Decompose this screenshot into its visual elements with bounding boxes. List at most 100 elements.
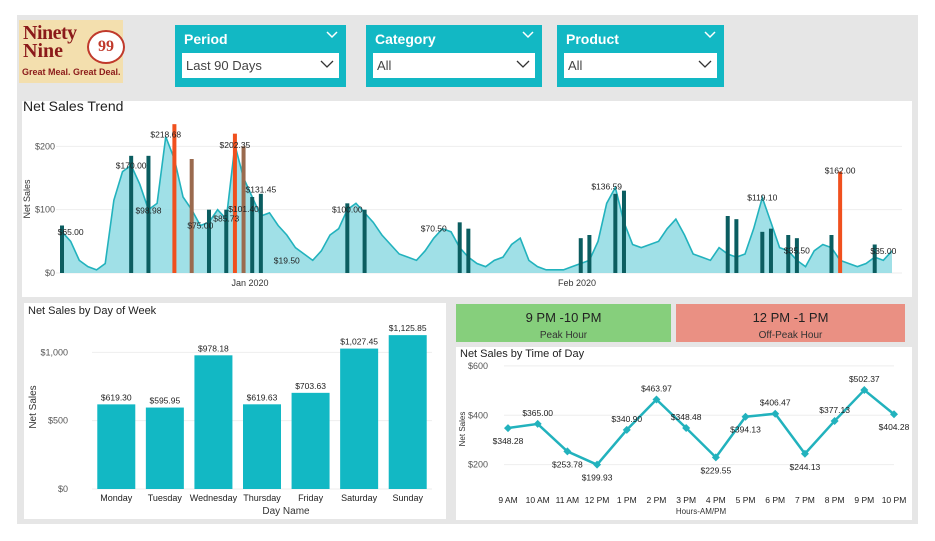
sales-line <box>507 388 895 467</box>
point-value-label: $131.45 <box>245 185 276 195</box>
net-sales-trend-chart[interactable]: $200 $100 $0 Net Sales $65.00 $170.00 $98.98 $2… <box>22 101 912 297</box>
x-tick-label: 2 PM <box>647 495 667 505</box>
point-value-label: $229.55 <box>700 465 731 475</box>
point-value-label: $70.50 <box>421 223 447 233</box>
data-point <box>533 419 542 428</box>
point-value-label: $170.00 <box>116 160 147 170</box>
point-value-label: $340.90 <box>611 414 642 424</box>
point-value-label: $199.93 <box>582 473 613 483</box>
category-slicer-title: Category <box>375 31 436 47</box>
y-axis-label: Net Sales <box>22 179 32 219</box>
daily-bar <box>224 209 229 273</box>
x-tick-label: Thursday <box>243 493 281 503</box>
point-value-label: $100.00 <box>332 205 363 215</box>
x-tick-label: 1 PM <box>617 495 637 505</box>
point-value-label: $98.98 <box>135 205 161 215</box>
point-value-label: $244.13 <box>790 462 821 472</box>
y-tick-label: $0 <box>58 484 68 494</box>
x-tick-label: 6 PM <box>765 495 785 505</box>
tod-title: Net Sales by Time of Day <box>460 348 585 360</box>
product-slicer-title: Product <box>566 31 619 47</box>
net-sales-by-day-chart[interactable]: $1,000 $500 $0 Net Sales Day Name $619.30 Mond… <box>24 303 446 519</box>
y-tick-label: $600 <box>468 361 488 371</box>
daily-bar <box>872 244 877 273</box>
net-sales-by-time-chart[interactable]: $600 $400 $200 Net Sales Hours-AM/PM $348.28 9… <box>456 347 912 520</box>
chevron-down-icon <box>320 60 334 68</box>
data-point <box>622 425 631 434</box>
daily-bar <box>129 155 134 273</box>
point-value-label: $502.37 <box>849 374 880 384</box>
data-point <box>593 460 602 469</box>
x-tick-label: 12 PM <box>585 495 610 505</box>
offpeak-hour-label: Off-Peak Hour <box>758 330 823 341</box>
category-value: All <box>377 58 392 73</box>
bar-value-label: $619.63 <box>247 392 278 402</box>
bar-monday <box>97 404 136 489</box>
bar-value-label: $703.63 <box>295 381 326 391</box>
peak-hour-card: 9 PM -10 PM Peak Hour <box>456 304 671 342</box>
point-value-label: $85.73 <box>213 214 239 224</box>
daily-bar <box>587 235 592 273</box>
x-tick-label: 4 PM <box>706 495 726 505</box>
high-bar <box>172 124 177 274</box>
tod-panel: $600 $400 $200 Net Sales Hours-AM/PM $348.28 9… <box>456 347 912 520</box>
trend-title: Net Sales Trend <box>23 98 124 114</box>
daily-bar <box>613 193 618 273</box>
daily-bar <box>725 216 730 273</box>
chevron-down-icon[interactable] <box>522 31 534 39</box>
x-axis-label: Day Name <box>262 506 310 517</box>
x-tick-label: Wednesday <box>190 493 238 503</box>
point-value-label: $119.10 <box>747 193 777 203</box>
point-value-label: $35.50 <box>784 246 810 256</box>
chevron-down-icon <box>516 60 530 68</box>
x-tick-label: Friday <box>298 493 324 503</box>
data-point <box>711 453 720 462</box>
x-tick-label: Jan 2020 <box>231 278 268 288</box>
brand-logo: Ninety Nine 99 Great Meal. Great Deal. <box>19 20 125 83</box>
low-bar <box>189 159 194 273</box>
point-value-label: $202.35 <box>220 140 251 150</box>
low-bar <box>241 146 246 273</box>
x-tick-label: 8 PM <box>825 495 845 505</box>
daily-bar <box>146 155 151 273</box>
chevron-down-icon[interactable] <box>326 31 338 39</box>
daily-bar <box>60 225 64 273</box>
period-dropdown[interactable]: Last 90 Days <box>182 53 339 78</box>
product-dropdown[interactable]: All <box>564 53 717 78</box>
logo-badge: 99 <box>87 30 125 64</box>
bar-thursday <box>243 404 281 489</box>
x-tick-label: 11 AM <box>556 495 579 505</box>
data-point <box>652 395 661 404</box>
category-dropdown[interactable]: All <box>373 53 535 78</box>
y-tick-label: $400 <box>468 410 488 420</box>
daily-bar <box>794 238 799 273</box>
high-bar <box>232 133 237 273</box>
offpeak-hour-value: 12 PM -1 PM <box>752 310 829 325</box>
daily-bar <box>621 190 626 273</box>
y-axis-label: Net Sales <box>458 412 467 447</box>
y-tick-label: $500 <box>48 416 68 426</box>
data-point <box>800 449 809 458</box>
x-tick-label: 9 PM <box>854 495 874 505</box>
sales-line <box>61 136 893 271</box>
bar-saturday <box>340 348 379 489</box>
logo-line2: Nine <box>23 40 63 62</box>
x-tick-label: Sunday <box>392 493 423 503</box>
daily-bar <box>768 228 773 273</box>
y-tick-label: $1,000 <box>40 347 68 357</box>
daily-bar <box>466 228 471 273</box>
y-tick-label: $100 <box>35 205 55 215</box>
point-value-label: $35.00 <box>870 246 896 256</box>
data-point <box>682 424 691 433</box>
point-value-label: $101.40 <box>228 204 259 214</box>
period-slicer: Period Last 90 Days <box>175 25 346 87</box>
y-axis-label: Net Sales <box>28 385 39 428</box>
x-tick-label: Monday <box>100 493 133 503</box>
point-value-label: $394.13 <box>730 425 761 435</box>
sales-area <box>62 136 892 273</box>
x-tick-label: 10 PM <box>882 495 907 505</box>
point-value-label: $406.47 <box>760 398 791 408</box>
chevron-down-icon[interactable] <box>704 31 716 39</box>
x-tick-label: 7 PM <box>795 495 815 505</box>
x-tick-label: 5 PM <box>736 495 756 505</box>
